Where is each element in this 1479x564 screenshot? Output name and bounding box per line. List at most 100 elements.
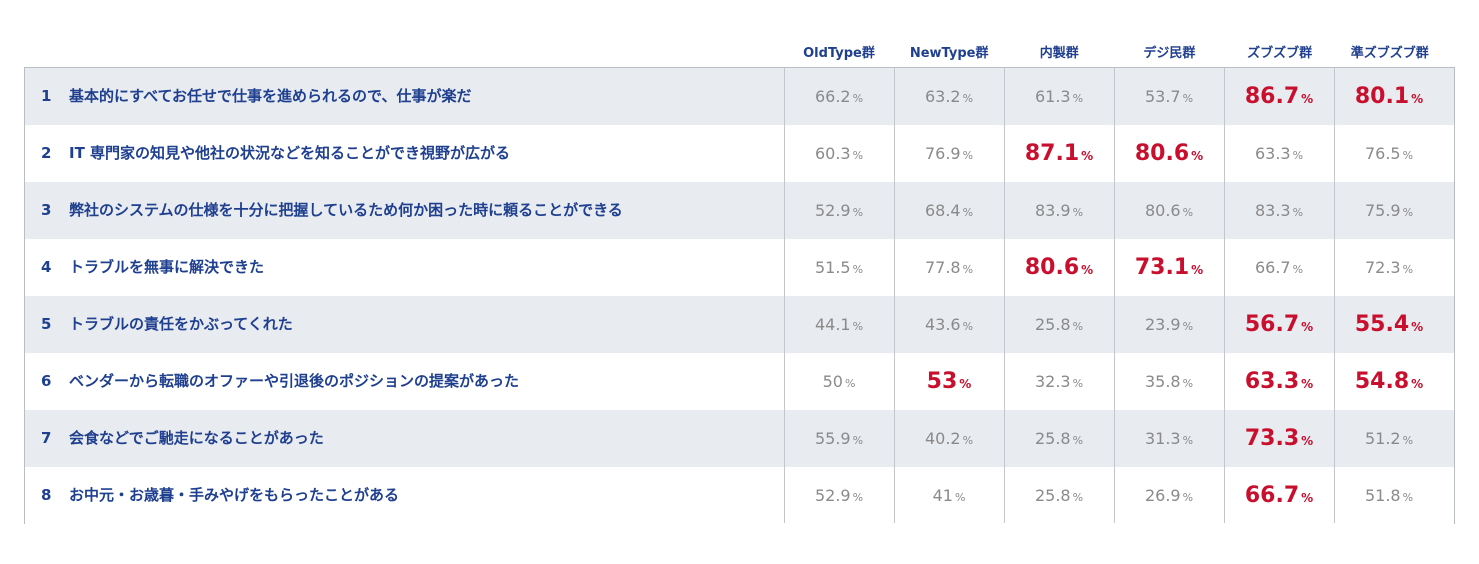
value-cell: 25.8% bbox=[1004, 296, 1114, 353]
value-number: 32.3 bbox=[1034, 372, 1071, 391]
percent-sign: % bbox=[1081, 149, 1094, 163]
table-row: 7 会食などでご馳走になることがあった 55.9% 40.2% 25.8% 31.3% 73… bbox=[25, 410, 1454, 467]
percent-sign: % bbox=[852, 434, 864, 447]
value-number: 53.7 bbox=[1144, 87, 1181, 106]
row-text: お中元・お歳暮・手みやげをもらったことがある bbox=[69, 486, 400, 504]
percent-sign: % bbox=[1402, 491, 1414, 504]
percent-sign: % bbox=[962, 434, 974, 447]
value-number: 25.8 bbox=[1034, 486, 1071, 505]
percent-sign: % bbox=[1301, 320, 1314, 334]
value-cell: 66.2% bbox=[784, 68, 894, 125]
value-number: 66.2 bbox=[814, 87, 851, 106]
value-number: 83.9 bbox=[1034, 201, 1071, 220]
value-cell: 23.9% bbox=[1114, 296, 1224, 353]
percent-sign: % bbox=[1411, 92, 1424, 106]
row-number: 3 bbox=[41, 201, 52, 219]
value-cell: 68.4% bbox=[894, 182, 1004, 239]
value-cell: 40.2% bbox=[894, 410, 1004, 467]
row-label: 7 会食などでご馳走になることがあった bbox=[41, 410, 324, 467]
results-table: 1 基本的にすべてお任せで仕事を進められるので、仕事が楽だ 66.2% 63.2% 61… bbox=[24, 67, 1455, 524]
percent-sign: % bbox=[1182, 92, 1194, 105]
value-number: 44.1 bbox=[814, 315, 851, 334]
value-cell: 73.1% bbox=[1114, 239, 1224, 296]
value-number: 63.2 bbox=[924, 87, 961, 106]
value-number: 55.9 bbox=[814, 429, 851, 448]
value-cell: 83.9% bbox=[1004, 182, 1114, 239]
percent-sign: % bbox=[1072, 320, 1084, 333]
value-number: 66.7 bbox=[1244, 483, 1300, 508]
value-cell: 25.8% bbox=[1004, 467, 1114, 524]
value-cell: 54.8% bbox=[1334, 353, 1444, 410]
value-cell: 87.1% bbox=[1004, 125, 1114, 182]
value-cell: 52.9% bbox=[784, 467, 894, 524]
value-cell: 76.9% bbox=[894, 125, 1004, 182]
value-number: 41 bbox=[932, 486, 953, 505]
percent-sign: % bbox=[1301, 491, 1314, 505]
percent-sign: % bbox=[1182, 206, 1194, 219]
percent-sign: % bbox=[962, 92, 974, 105]
value-cell: 76.5% bbox=[1334, 125, 1444, 182]
value-number: 61.3 bbox=[1034, 87, 1071, 106]
table-row: 4 トラブルを無事に解決できた 51.5% 77.8% 80.6% 73.1% 66.7% 7… bbox=[25, 239, 1454, 296]
value-number: 25.8 bbox=[1034, 315, 1071, 334]
value-cell: 51.5% bbox=[784, 239, 894, 296]
value-number: 31.3 bbox=[1144, 429, 1181, 448]
percent-sign: % bbox=[1072, 377, 1084, 390]
value-number: 50 bbox=[822, 372, 843, 391]
value-cell: 86.7% bbox=[1224, 68, 1334, 125]
row-text: ベンダーから転職のオファーや引退後のポジションの提案があった bbox=[69, 372, 520, 390]
percent-sign: % bbox=[959, 377, 972, 391]
row-number: 6 bbox=[41, 372, 52, 390]
percent-sign: % bbox=[852, 491, 864, 504]
row-label: 2 IT 専門家の知見や他社の状況などを知ることができ視野が広がる bbox=[41, 125, 510, 182]
value-cell: 60.3% bbox=[784, 125, 894, 182]
value-cell: 80.6% bbox=[1114, 125, 1224, 182]
percent-sign: % bbox=[1072, 206, 1084, 219]
row-label: 6 ベンダーから転職のオファーや引退後のポジションの提案があった bbox=[41, 353, 519, 410]
percent-sign: % bbox=[1182, 491, 1194, 504]
value-cell: 55.9% bbox=[784, 410, 894, 467]
row-text: 弊社のシステムの仕様を十分に把握しているため何か困った時に頼ることができる bbox=[69, 201, 623, 219]
value-number: 68.4 bbox=[924, 201, 961, 220]
percent-sign: % bbox=[1402, 206, 1414, 219]
value-number: 26.9 bbox=[1144, 486, 1181, 505]
value-cell: 66.7% bbox=[1224, 467, 1334, 524]
percent-sign: % bbox=[1182, 434, 1194, 447]
value-number: 60.3 bbox=[814, 144, 851, 163]
value-cell: 53.7% bbox=[1114, 68, 1224, 125]
percent-sign: % bbox=[1072, 491, 1084, 504]
percent-sign: % bbox=[1182, 377, 1194, 390]
row-number: 5 bbox=[41, 315, 52, 333]
value-cell: 51.2% bbox=[1334, 410, 1444, 467]
value-number: 52.9 bbox=[814, 486, 851, 505]
table-row: 2 IT 専門家の知見や他社の状況などを知ることができ視野が広がる 60.3% 76.… bbox=[25, 125, 1454, 182]
column-divider bbox=[784, 68, 785, 523]
value-number: 63.3 bbox=[1244, 369, 1300, 394]
percent-sign: % bbox=[962, 149, 974, 162]
percent-sign: % bbox=[852, 263, 864, 276]
row-label: 1 基本的にすべてお任せで仕事を進められるので、仕事が楽だ bbox=[41, 68, 471, 125]
value-cell: 80.1% bbox=[1334, 68, 1444, 125]
value-number: 75.9 bbox=[1364, 201, 1401, 220]
percent-sign: % bbox=[1292, 149, 1304, 162]
value-number: 76.9 bbox=[924, 144, 961, 163]
value-cell: 73.3% bbox=[1224, 410, 1334, 467]
value-number: 55.4 bbox=[1354, 312, 1410, 337]
percent-sign: % bbox=[1191, 263, 1204, 277]
column-header: 内製群 bbox=[1039, 46, 1079, 61]
percent-sign: % bbox=[1402, 149, 1414, 162]
table-row: 8 お中元・お歳暮・手みやげをもらったことがある 52.9% 41% 25.8% 26.9… bbox=[25, 467, 1454, 524]
value-number: 43.6 bbox=[924, 315, 961, 334]
column-divider bbox=[894, 68, 895, 523]
value-number: 76.5 bbox=[1364, 144, 1401, 163]
value-cell: 80.6% bbox=[1004, 239, 1114, 296]
row-label: 3 弊社のシステムの仕様を十分に把握しているため何か困った時に頼ることができる bbox=[41, 182, 623, 239]
percent-sign: % bbox=[1411, 320, 1424, 334]
value-cell: 41% bbox=[894, 467, 1004, 524]
value-cell: 77.8% bbox=[894, 239, 1004, 296]
value-number: 53 bbox=[926, 369, 958, 394]
value-number: 23.9 bbox=[1144, 315, 1181, 334]
value-cell: 52.9% bbox=[784, 182, 894, 239]
value-cell: 72.3% bbox=[1334, 239, 1444, 296]
value-number: 80.6 bbox=[1134, 141, 1190, 166]
